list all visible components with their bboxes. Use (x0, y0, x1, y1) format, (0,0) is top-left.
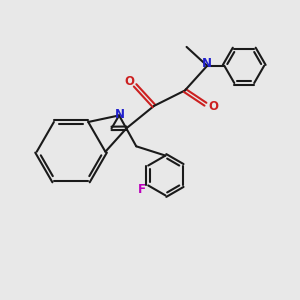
Text: O: O (208, 100, 218, 113)
Text: O: O (124, 75, 134, 88)
Text: N: N (115, 108, 125, 121)
Text: N: N (202, 57, 212, 70)
Text: F: F (138, 183, 146, 196)
